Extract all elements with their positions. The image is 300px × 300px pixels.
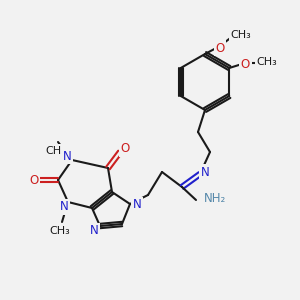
Text: NH₂: NH₂ bbox=[204, 191, 226, 205]
Text: CH₃: CH₃ bbox=[257, 57, 278, 67]
Text: O: O bbox=[120, 142, 130, 155]
Text: CH₃: CH₃ bbox=[50, 226, 70, 236]
Text: N: N bbox=[90, 224, 98, 238]
Text: O: O bbox=[29, 173, 39, 187]
Text: N: N bbox=[133, 199, 141, 212]
Text: CH₃: CH₃ bbox=[231, 30, 251, 40]
Text: CH₃: CH₃ bbox=[46, 146, 66, 156]
Text: O: O bbox=[215, 41, 225, 55]
Text: N: N bbox=[60, 200, 68, 214]
Text: N: N bbox=[201, 166, 209, 178]
Text: N: N bbox=[63, 149, 71, 163]
Text: O: O bbox=[241, 58, 250, 71]
